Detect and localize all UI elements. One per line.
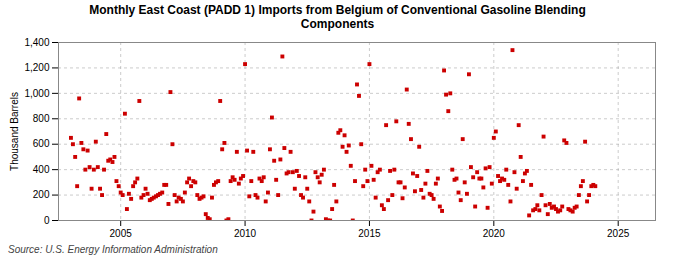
svg-text:400: 400 [33,164,50,175]
svg-text:0: 0 [44,214,50,225]
svg-text:2025: 2025 [607,227,630,238]
svg-text:2015: 2015 [358,227,381,238]
svg-text:200: 200 [33,189,50,200]
svg-text:1,400: 1,400 [24,36,49,47]
svg-text:600: 600 [33,138,50,149]
svg-text:2010: 2010 [234,227,257,238]
html-text:Source: U.S. Energy Informatio: Source: U.S. Energy Information Administ… [8,243,218,255]
svg-text:1,000: 1,000 [24,87,49,98]
html-text:Monthly East Coast (PADD 1) Im: Monthly East Coast (PADD 1) Imports from… [89,3,586,32]
svg-text:2020: 2020 [483,227,506,238]
svg-text:Thousand Barrels: Thousand Barrels [9,92,20,171]
svg-text:2005: 2005 [110,227,133,238]
svg-text:800: 800 [33,113,50,124]
svg-text:1,200: 1,200 [24,62,49,73]
